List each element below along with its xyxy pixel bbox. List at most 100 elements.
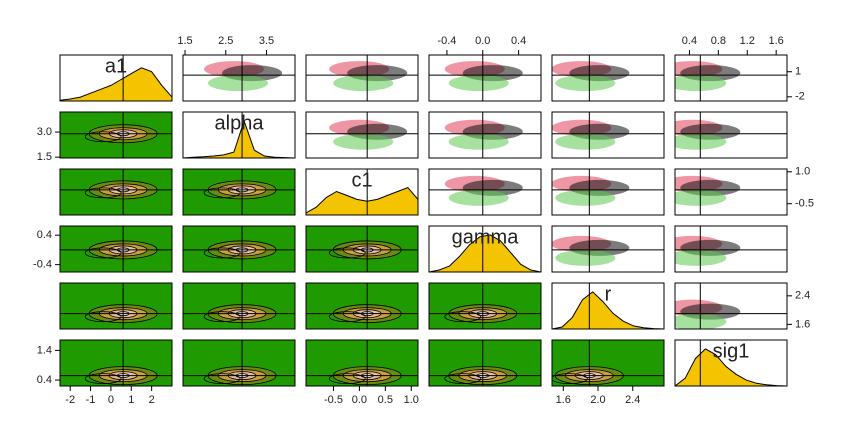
y-tick-label: 2.4 bbox=[795, 290, 810, 302]
panel bbox=[60, 112, 172, 158]
contour bbox=[328, 311, 366, 323]
panel bbox=[306, 112, 418, 158]
x-tick-label: 0.8 bbox=[711, 35, 726, 47]
panel bbox=[183, 226, 295, 272]
y-tick-label: 1.6 bbox=[795, 318, 810, 330]
x-tick-label: 1.6 bbox=[769, 35, 784, 47]
panel-frame bbox=[428, 168, 542, 216]
y-tick-label: 0.4 bbox=[37, 374, 52, 386]
density-area bbox=[429, 234, 541, 272]
y-tick-label: 1.4 bbox=[37, 344, 52, 356]
panel bbox=[552, 283, 664, 329]
panel-frame bbox=[59, 168, 173, 216]
panel bbox=[183, 112, 295, 158]
scatter-cloud bbox=[555, 189, 616, 206]
y-tick-label: -0.4 bbox=[33, 259, 52, 271]
panel bbox=[552, 112, 664, 158]
x-tick-label: -0.5 bbox=[324, 394, 343, 406]
contour bbox=[84, 311, 122, 323]
panel bbox=[552, 169, 664, 215]
panel bbox=[183, 340, 295, 386]
panel bbox=[429, 340, 541, 386]
panel bbox=[306, 169, 418, 215]
y-tick-label: 1.5 bbox=[37, 151, 52, 163]
density-line bbox=[60, 67, 172, 101]
panel bbox=[306, 226, 418, 272]
y-tick-label: 3.0 bbox=[37, 126, 52, 138]
x-tick-label: 0 bbox=[108, 394, 114, 406]
panel-frame bbox=[59, 111, 173, 159]
panel-frame bbox=[674, 54, 788, 102]
panel bbox=[60, 226, 172, 272]
panel bbox=[60, 283, 172, 329]
x-tick-label: -2 bbox=[65, 394, 75, 406]
contour bbox=[84, 187, 122, 199]
scatter-cloud bbox=[208, 75, 269, 92]
panel-frame bbox=[551, 168, 665, 216]
x-tick-label: 0.4 bbox=[682, 35, 697, 47]
panel-frame bbox=[551, 339, 665, 387]
contour bbox=[552, 373, 588, 385]
contour bbox=[84, 373, 122, 385]
density-area bbox=[183, 120, 295, 158]
panel-frame bbox=[674, 282, 788, 330]
y-tick-label: 0.4 bbox=[37, 229, 52, 241]
panel bbox=[675, 55, 787, 101]
panel-frame bbox=[305, 339, 419, 387]
x-tick-label: 1.0 bbox=[404, 394, 419, 406]
panel-frame bbox=[182, 168, 296, 216]
y-tick-label: -2 bbox=[795, 91, 805, 103]
contour bbox=[84, 131, 122, 143]
contour bbox=[203, 311, 241, 323]
panel bbox=[60, 340, 172, 386]
x-tick-label: 1.2 bbox=[740, 35, 755, 47]
panel bbox=[429, 112, 541, 158]
panel-frame bbox=[674, 339, 788, 387]
scatter-cloud bbox=[448, 189, 509, 206]
panel bbox=[60, 169, 172, 215]
panel-frame bbox=[674, 111, 788, 159]
panel-frame bbox=[551, 225, 665, 273]
scatter-cloud bbox=[448, 133, 509, 150]
panel-frame bbox=[428, 225, 542, 273]
contour bbox=[328, 247, 366, 259]
diag-label: sig1 bbox=[713, 340, 750, 362]
panel bbox=[429, 55, 541, 101]
panel-frame bbox=[305, 282, 419, 330]
panel-frame bbox=[551, 282, 665, 330]
y-tick-label: 1.0 bbox=[795, 166, 810, 178]
panel-frame bbox=[428, 339, 542, 387]
x-tick-label: 2.4 bbox=[625, 394, 640, 406]
y-tick-label: -0.5 bbox=[795, 198, 814, 210]
contour bbox=[444, 311, 482, 323]
x-tick-label: 0.4 bbox=[511, 35, 526, 47]
density-line bbox=[306, 187, 418, 214]
panel bbox=[183, 283, 295, 329]
panel bbox=[552, 55, 664, 101]
panel bbox=[306, 55, 418, 101]
density-line bbox=[429, 234, 541, 272]
contour bbox=[203, 373, 241, 385]
panel bbox=[429, 169, 541, 215]
panel-frame bbox=[182, 225, 296, 273]
panel-frame bbox=[674, 225, 788, 273]
scatter-cloud bbox=[333, 75, 394, 92]
x-tick-label: 1.6 bbox=[556, 394, 571, 406]
panel bbox=[552, 340, 664, 386]
density-area bbox=[552, 291, 664, 329]
panel-frame bbox=[305, 54, 419, 102]
diag-label: c1 bbox=[351, 169, 372, 191]
panel-frame bbox=[59, 54, 173, 102]
panel bbox=[675, 283, 787, 329]
x-tick-label: 1 bbox=[128, 394, 134, 406]
diag-label: gamma bbox=[452, 226, 520, 248]
panel-frame bbox=[551, 54, 665, 102]
density-line bbox=[183, 119, 295, 158]
panel-frame bbox=[182, 282, 296, 330]
density-area bbox=[60, 67, 172, 101]
diag-label: a1 bbox=[105, 55, 127, 77]
panel-frame bbox=[551, 111, 665, 159]
scatter-cloud bbox=[555, 75, 616, 92]
panel bbox=[183, 55, 295, 101]
